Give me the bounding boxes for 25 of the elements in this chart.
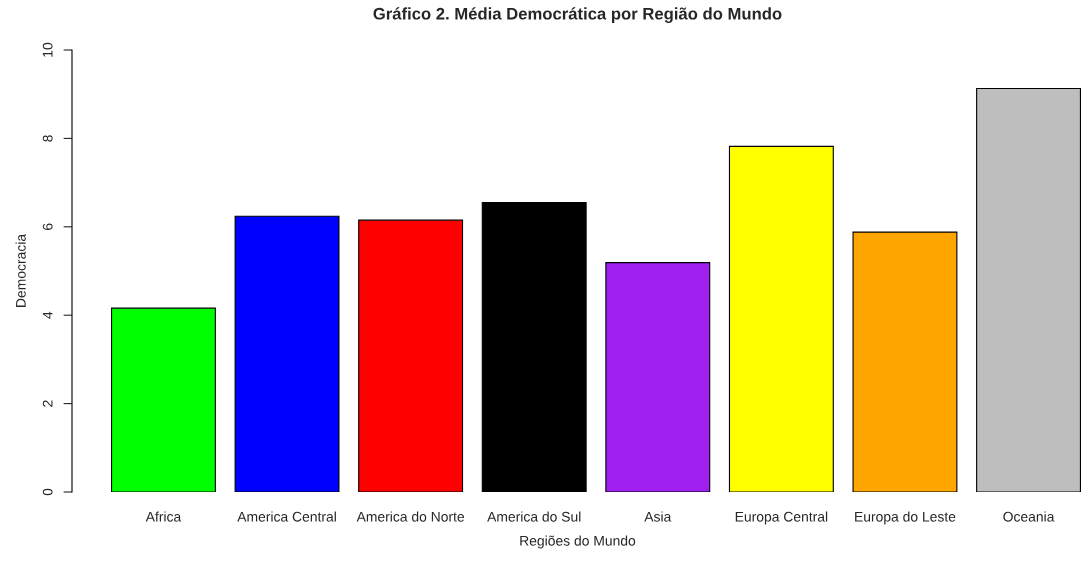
x-tick-label: America Central xyxy=(237,511,336,522)
x-axis-title: Regiões do Mundo xyxy=(520,535,636,549)
y-axis-title: Democracia xyxy=(15,233,26,307)
x-tick-label: America do Norte xyxy=(356,511,465,522)
bar xyxy=(976,87,1081,492)
y-tick-label: 4 xyxy=(42,311,53,319)
y-tick-label: 8 xyxy=(42,135,53,142)
bar xyxy=(234,215,340,492)
x-tick-label: America do Sul xyxy=(487,511,581,522)
chart-title: Gráfico 2. Média Democrática por Região do Mundo xyxy=(373,7,782,23)
bar xyxy=(728,145,834,492)
bar xyxy=(481,201,587,492)
bar xyxy=(605,262,711,492)
y-tick-label: 0 xyxy=(42,488,53,496)
x-tick-label: Oceania xyxy=(1003,511,1055,522)
bar xyxy=(358,219,464,492)
x-tick-label: Europa Central xyxy=(735,511,828,525)
x-tick-label: Africa xyxy=(145,511,182,522)
x-tick-label: Asia xyxy=(644,511,672,522)
y-tick-label: 2 xyxy=(42,400,53,407)
y-tick-label: 6 xyxy=(42,223,53,230)
bar xyxy=(852,231,958,492)
y-tick-label: 10 xyxy=(42,42,53,57)
bar xyxy=(110,307,216,492)
x-tick-label: Europa do Leste xyxy=(855,511,956,525)
